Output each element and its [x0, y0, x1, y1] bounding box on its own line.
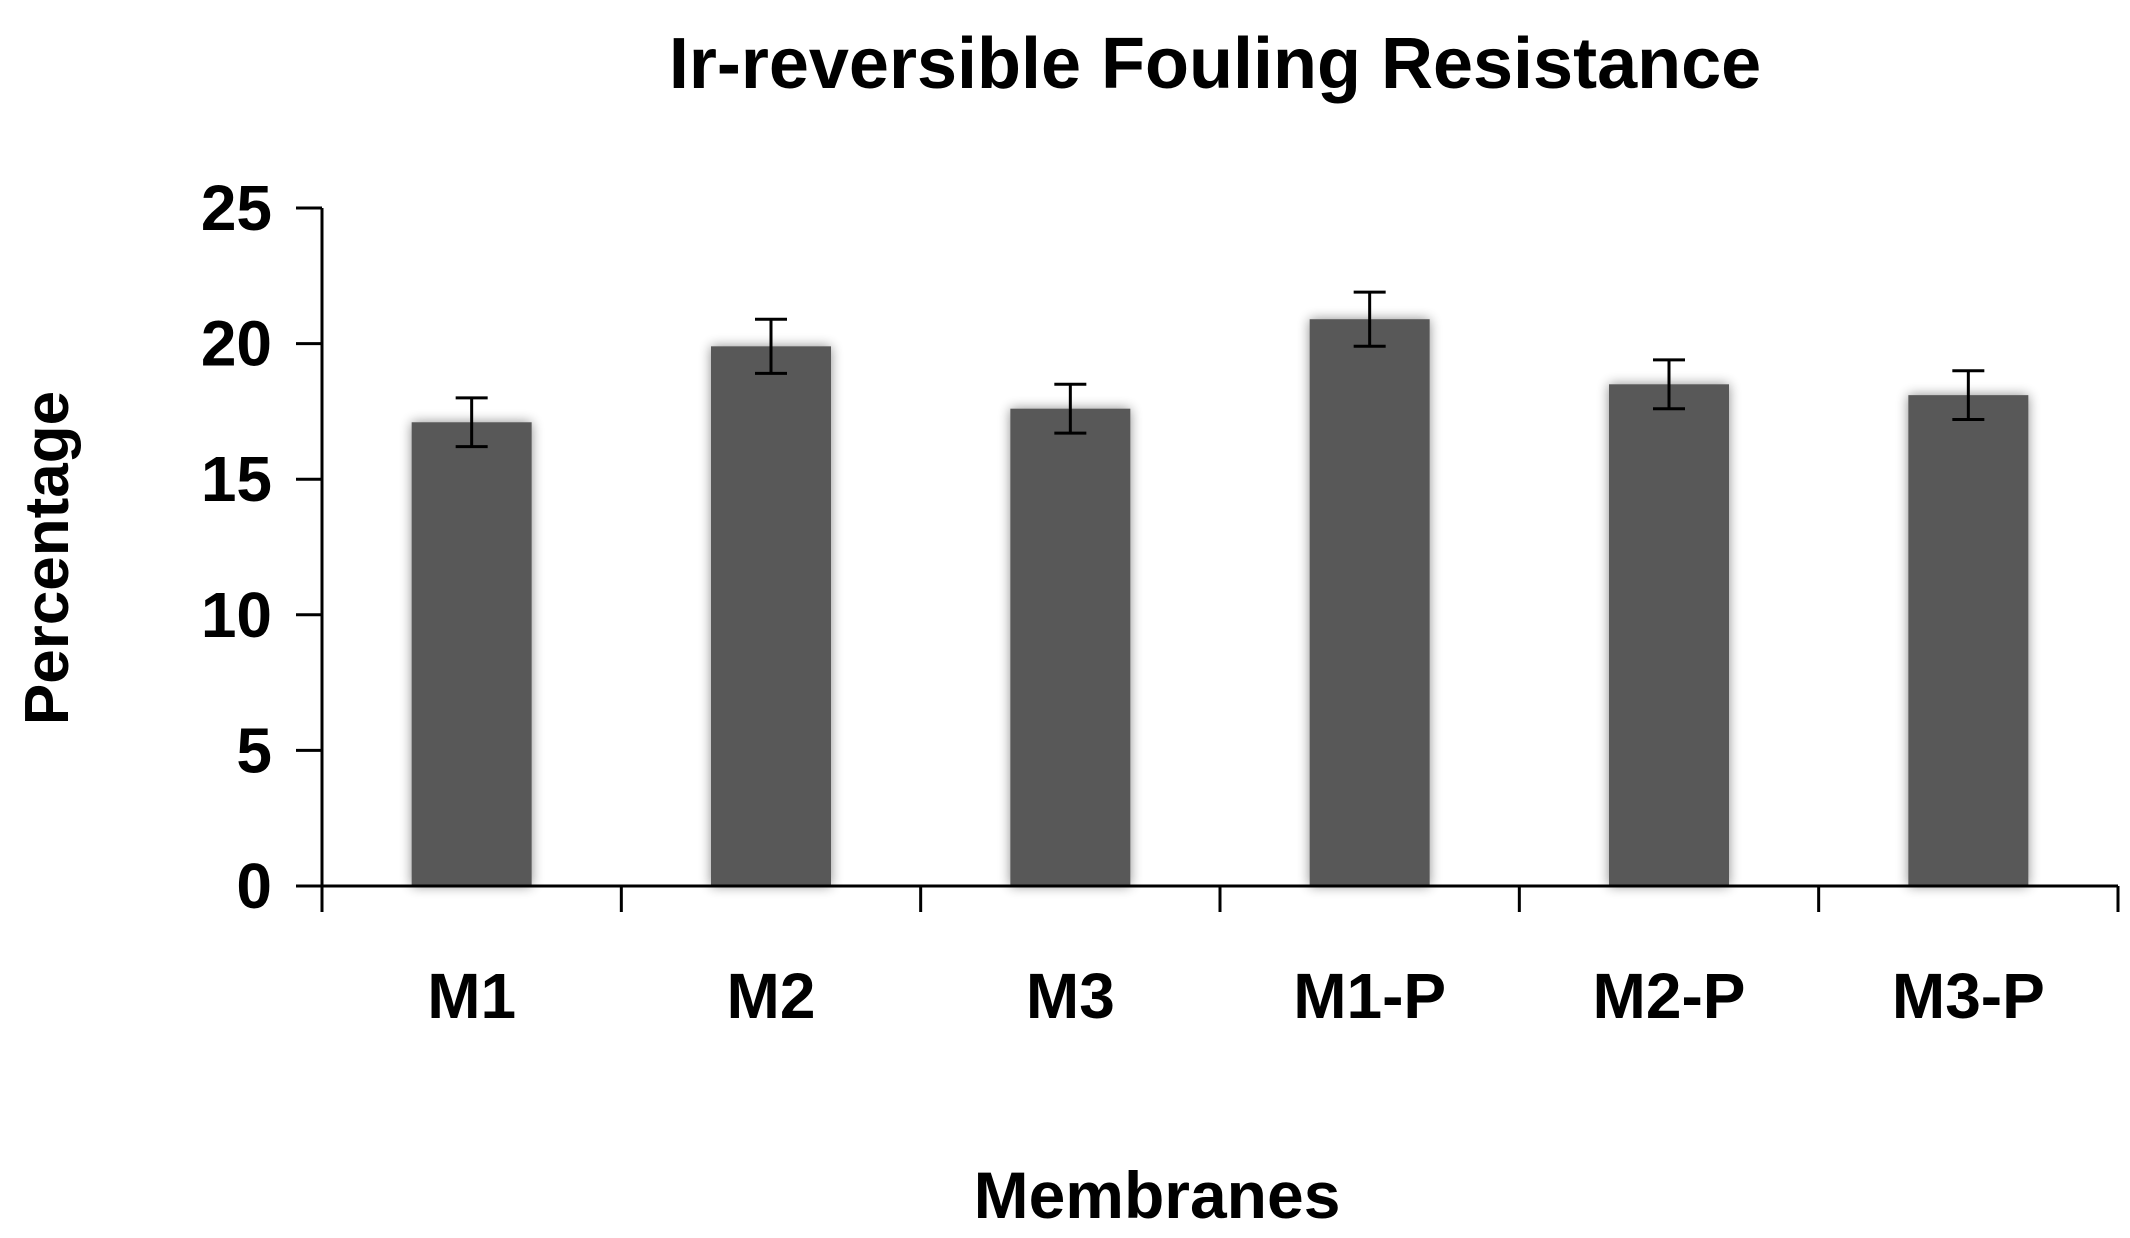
x-tick-label-m3: M3 [1026, 960, 1115, 1032]
bar-m2-p [1609, 384, 1729, 886]
y-tick-label-0: 0 [236, 850, 272, 922]
y-tick-label-25: 25 [201, 172, 272, 244]
chart-title: Ir-reversible Fouling Resistance [669, 24, 1761, 104]
x-tick-label-m2-p: M2-P [1593, 960, 1746, 1032]
x-tick-label-m3-p: M3-P [1892, 960, 2045, 1032]
x-tick-label-m2: M2 [727, 960, 816, 1032]
y-tick-label-5: 5 [236, 714, 272, 786]
x-axis-label: Membranes [974, 1158, 1341, 1232]
bar-m1 [411, 422, 532, 886]
y-tick-label-10: 10 [201, 579, 272, 651]
y-axis-label: Percentage [13, 391, 82, 725]
y-tick-label-15: 15 [201, 443, 272, 515]
bar-m3-p [1908, 395, 2029, 886]
x-tick-label-m1-p: M1-P [1293, 960, 1446, 1032]
plot-area: M1 M2 M3 M1-P M2-P M3-P 0 5 10 15 20 25 [201, 172, 2120, 1032]
bar-m2 [711, 346, 831, 886]
bar-m3 [1010, 408, 1131, 886]
y-tick-label-20: 20 [201, 308, 272, 380]
x-tick-label-m1: M1 [427, 960, 516, 1032]
bar-m1-p [1309, 319, 1430, 886]
